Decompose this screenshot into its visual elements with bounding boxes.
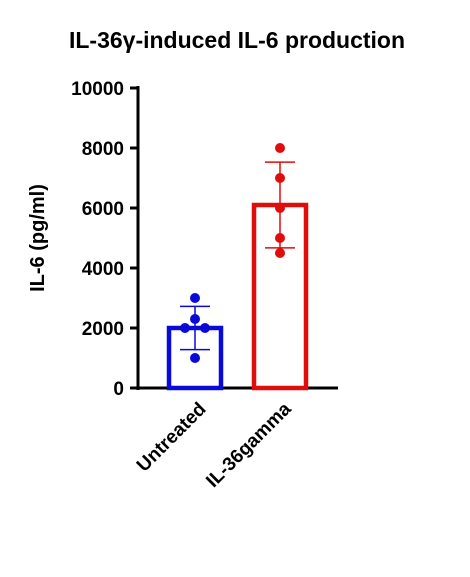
chart-title: IL-36γ-induced IL-6 production [69,27,405,53]
error-bar [180,305,210,351]
data-point [275,248,285,258]
data-point [180,323,190,333]
y-tick-label: 2000 [82,319,124,340]
data-point [275,203,285,213]
y-tick-label: 10000 [71,79,124,100]
data-point [190,314,200,324]
data-point [275,143,285,153]
data-point [190,293,200,303]
data-point [200,323,210,333]
y-tick-label: 0 [113,379,124,400]
y-axis-label: IL-6 (pg/ml) [27,184,49,292]
data-point [190,353,200,363]
data-point [275,173,285,183]
y-tick-label: 8000 [82,139,124,160]
y-tick-label: 6000 [82,199,124,220]
y-tick-label: 4000 [82,259,124,280]
data-point [275,233,285,243]
